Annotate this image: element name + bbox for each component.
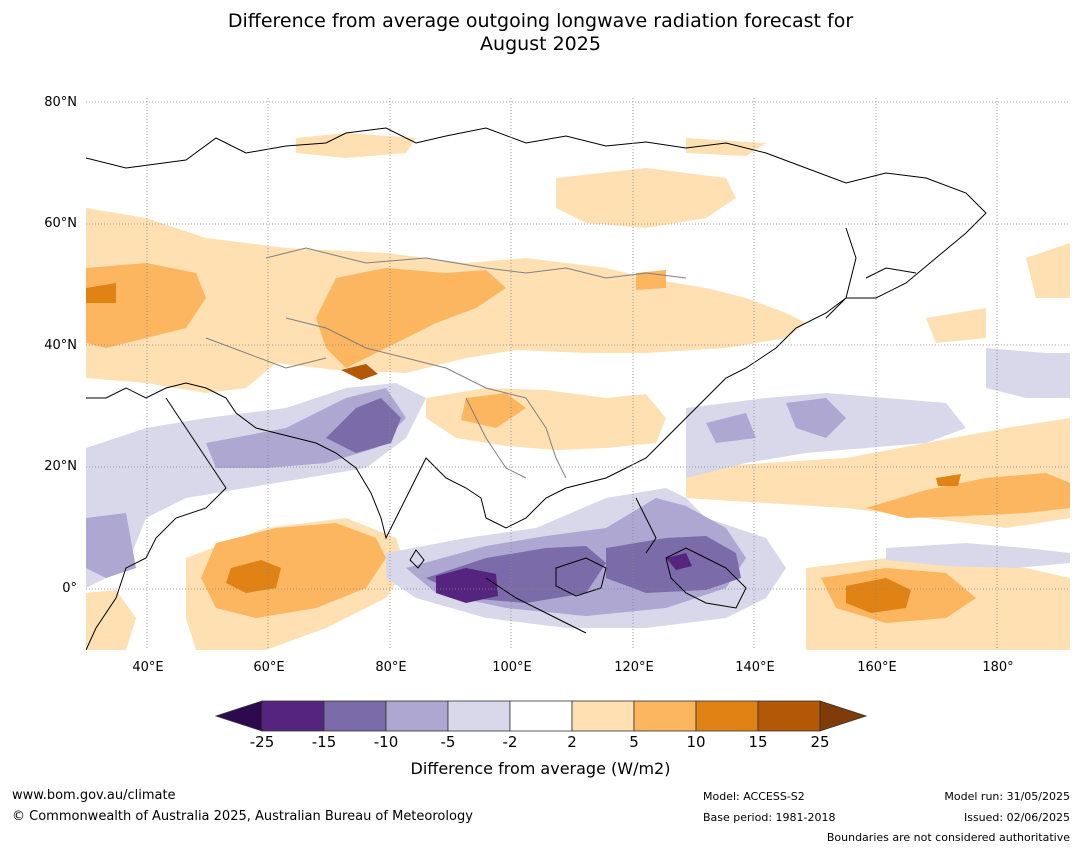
graticule [86, 98, 1070, 650]
lon-label-160e: 160°E [857, 660, 897, 675]
lon-label-180: 180° [982, 660, 1014, 675]
colorbar-extend-low [214, 700, 263, 732]
base-period: Base period: 1981-2018 [703, 811, 836, 824]
colorbar-tick: -2 [502, 733, 518, 751]
lon-label-120e: 120°E [614, 660, 654, 675]
issued-date: Issued: 02/06/2025 [963, 811, 1070, 824]
lat-label-0: 0° [62, 581, 77, 596]
anomaly-15-to-25-layer [341, 364, 378, 380]
colorbar-swatch [385, 700, 449, 732]
colorbar-swatch [571, 700, 635, 732]
boundary-layer [205, 247, 687, 479]
coastline-layer [86, 127, 987, 650]
colorbar-tick: -10 [373, 733, 399, 751]
copyright-notice: © Commonwealth of Australia 2025, Austra… [12, 809, 473, 824]
colorbar-tick: -15 [311, 733, 337, 751]
colorbar-tick: 5 [629, 733, 639, 751]
website-link[interactable]: www.bom.gov.au/climate [12, 788, 176, 803]
lat-label-60n: 60°N [44, 216, 77, 231]
lon-label-60e: 60°E [253, 660, 285, 675]
anomaly-map [86, 98, 1070, 650]
colorbar-extend-high [819, 700, 868, 732]
colorbar-swatch [261, 700, 325, 732]
colorbar-swatch [509, 700, 573, 732]
lat-label-40n: 40°N [44, 338, 77, 353]
colorbar-swatch [757, 700, 821, 732]
colorbar-tick: -5 [440, 733, 456, 751]
lat-label-20n: 20°N [44, 459, 77, 474]
chart-title-line-2: August 2025 [480, 33, 601, 55]
colorbar-tick: -25 [249, 733, 275, 751]
colorbar-tick: 15 [748, 733, 768, 751]
lon-label-80e: 80°E [375, 660, 407, 675]
colorbar-tick: 10 [686, 733, 706, 751]
lon-label-140e: 140°E [735, 660, 775, 675]
colorbar-swatch [633, 700, 697, 732]
anomaly-neg25-to-neg15-layer [436, 553, 692, 603]
anomaly-10-to-15-layer [86, 283, 961, 613]
model-name: Model: ACCESS-S2 [703, 790, 805, 803]
colorbar [214, 700, 868, 732]
lon-label-100e: 100°E [492, 660, 532, 675]
colorbar-swatch [323, 700, 387, 732]
model-run-date: Model run: 31/05/2025 [944, 790, 1070, 803]
colorbar-label: Difference from average (W/m2) [410, 759, 671, 778]
chart-title-line-1: Difference from average outgoing longwav… [227, 10, 854, 32]
colorbar-tick: 25 [810, 733, 830, 751]
lon-label-40e: 40°E [132, 660, 164, 675]
colorbar-tick: 2 [567, 733, 577, 751]
boundary-disclaimer: Boundaries are not considered authoritat… [826, 831, 1070, 844]
lat-label-80n: 80°N [44, 95, 77, 110]
colorbar-swatch [695, 700, 759, 732]
colorbar-swatch [447, 700, 511, 732]
anomaly-5-to-10-layer [86, 263, 1070, 623]
